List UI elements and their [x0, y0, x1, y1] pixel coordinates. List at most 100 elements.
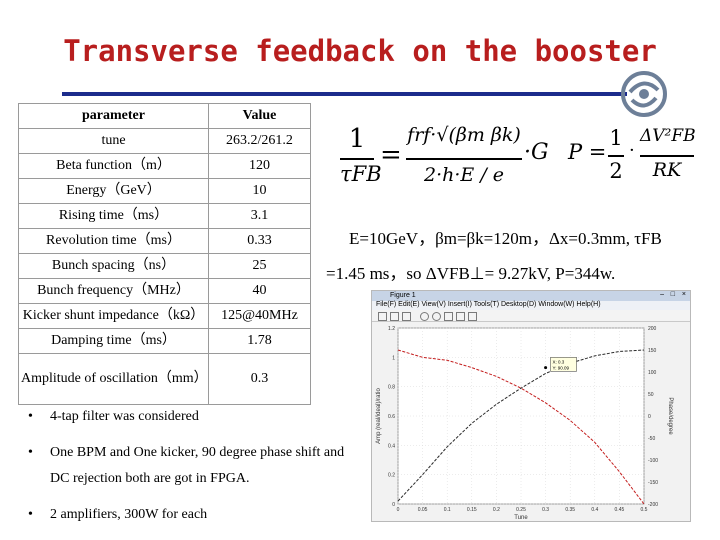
param-name: Bunch frequency（MHz） [18, 278, 209, 304]
multiply-dot: · [629, 140, 635, 161]
figure-menubar: File(F) Edit(E) View(V) Insert(I) Tools(… [372, 301, 690, 310]
rotate-icon[interactable] [456, 312, 465, 321]
param-name: Amplitude of oscillation（mm） [18, 353, 209, 405]
plot-area: 0 0.05 0.1 0.15 0.2 0.25 0.3 0.35 0.4 0.45 0.5 0 0.2… [372, 322, 690, 521]
fraction-bar [406, 158, 522, 160]
figure-title: Figure 1 [390, 292, 416, 299]
x-tick-label: 0.3 [542, 507, 549, 513]
rhs-numerator: frf·√(βm βk) [407, 124, 521, 146]
y2-axis-label: Phase/degree [667, 397, 673, 435]
figure-toolbar [372, 310, 690, 322]
param-value: 0.33 [208, 228, 311, 254]
x-tick-label: 0.25 [516, 507, 526, 513]
list-item: • 4-tap filter was considered [28, 404, 350, 430]
equals-sign: = [380, 140, 402, 170]
x-tick-label: 0.35 [565, 507, 575, 513]
y-tick-label: 0.4 [388, 443, 395, 449]
datatip-y-label: Y: 90.09 [553, 365, 570, 370]
bullet-text: One BPM and One kicker, 90 degree phase … [50, 445, 345, 486]
param-value: 263.2/261.2 [208, 128, 311, 154]
y2-tick-label: 150 [648, 348, 657, 354]
x-tick-label: 0.15 [467, 507, 477, 513]
x-tick-label: 0 [397, 507, 400, 513]
param-name: Damping time（ms） [18, 328, 209, 354]
y-tick-label: 0.2 [388, 473, 395, 479]
y2-tick-label: 50 [648, 392, 654, 398]
voltage-fraction: ΔV²FB RK [640, 122, 696, 196]
y-tick-label: 0 [392, 502, 395, 508]
param-value: 125@40MHz [208, 303, 311, 329]
table-header-row: parameter Value [18, 103, 311, 129]
close-icon[interactable]: × [681, 291, 686, 298]
param-value: 10 [208, 178, 311, 204]
parameter-note-line2: =1.45 ms，so ΔVFB⊥= 9.27kV, P=344w. [326, 264, 616, 283]
param-name: Energy（GeV） [18, 178, 209, 204]
table-row: Revolution time（ms） 0.33 [18, 228, 311, 254]
param-name: Rising time（ms） [18, 203, 209, 229]
half-numerator: 1 [609, 126, 623, 150]
voltage-numerator: ΔV²FB [640, 126, 696, 146]
fraction-bar [340, 158, 374, 160]
power-lhs: P = [568, 140, 607, 164]
y2-tick-label: -150 [648, 480, 658, 486]
y2-tick-label: -200 [648, 502, 658, 508]
save-icon[interactable] [402, 312, 411, 321]
table-header-parameter: parameter [18, 103, 209, 129]
title-underline [62, 92, 627, 96]
param-name: Beta function（m） [18, 153, 209, 179]
parameter-note-line1: E=10GeV，βm=βk=120m，Δx=0.3mm, τFB [349, 229, 662, 248]
datatip-box [550, 357, 577, 372]
datatip-marker [544, 366, 548, 370]
series-line-1 [397, 349, 645, 502]
y2-tick-label: 200 [648, 326, 657, 332]
half-denominator: 2 [609, 159, 623, 183]
figure-titlebar: Figure 1 – □ × [372, 291, 690, 301]
fraction-bar [608, 155, 624, 157]
table-row: tune 263.2/261.2 [18, 128, 311, 154]
gain-term: ·G [524, 140, 549, 165]
institute-logo [621, 71, 667, 117]
param-value: 40 [208, 278, 311, 304]
impedance-denominator: RK [652, 159, 682, 181]
x-tick-label: 0.45 [615, 507, 625, 513]
table-row: Kicker shunt impedance（kΩ） 125@40MHz [18, 303, 311, 329]
y2-tick-label: 0 [648, 414, 651, 420]
x-tick-label: 0.1 [444, 507, 451, 513]
x-axis-label: Tune [514, 515, 528, 521]
lhs-numerator: 1 [348, 124, 366, 154]
maximize-icon[interactable]: □ [670, 291, 675, 298]
y-tick-label: 1 [392, 355, 395, 361]
table-row: Energy（GeV） 10 [18, 178, 311, 204]
param-value: 0.3 [208, 353, 311, 405]
power-formula: P = 1 2 · ΔV²FB RK [568, 122, 696, 196]
y2-tick-label: 100 [648, 370, 657, 376]
pan-icon[interactable] [444, 312, 453, 321]
param-name: Kicker shunt impedance（kΩ） [18, 303, 209, 329]
x-tick-label: 0.4 [591, 507, 598, 513]
y2-tick-label: -50 [648, 436, 655, 442]
y-axis-label: Amp (real/ideal)/ratio [376, 387, 382, 443]
zoom-out-icon[interactable] [432, 312, 441, 321]
menu-items[interactable]: File(F) Edit(E) View(V) Insert(I) Tools(… [376, 301, 601, 308]
param-name: tune [18, 128, 209, 154]
param-value: 25 [208, 253, 311, 279]
bullet-dot-icon: • [28, 445, 33, 460]
chart-svg: 0 0.05 0.1 0.15 0.2 0.25 0.3 0.35 0.4 0.45 0.5 0 0.2… [376, 326, 673, 521]
minimize-icon[interactable]: – [660, 291, 664, 298]
table-row: Beta function（m） 120 [18, 153, 311, 179]
series-line-0 [397, 349, 645, 505]
feedback-time-formula: 1 τFB = frf·√(βm βk) 2·h·E / e ·G [340, 118, 550, 198]
table-row: Bunch frequency（MHz） 40 [18, 278, 311, 304]
y2-tick-label: -100 [648, 458, 658, 464]
y-tick-label: 0.6 [388, 414, 395, 420]
param-value: 1.78 [208, 328, 311, 354]
rhs-fraction: frf·√(βm βk) 2·h·E / e [406, 118, 522, 198]
half-fraction: 1 2 [608, 122, 624, 196]
data-cursor-icon[interactable] [468, 312, 477, 321]
open-file-icon[interactable] [390, 312, 399, 321]
zoom-in-icon[interactable] [420, 312, 429, 321]
param-value: 3.1 [208, 203, 311, 229]
y-tick-label: 0.8 [388, 385, 395, 391]
param-name: Bunch spacing（ns） [18, 253, 209, 279]
new-figure-icon[interactable] [378, 312, 387, 321]
